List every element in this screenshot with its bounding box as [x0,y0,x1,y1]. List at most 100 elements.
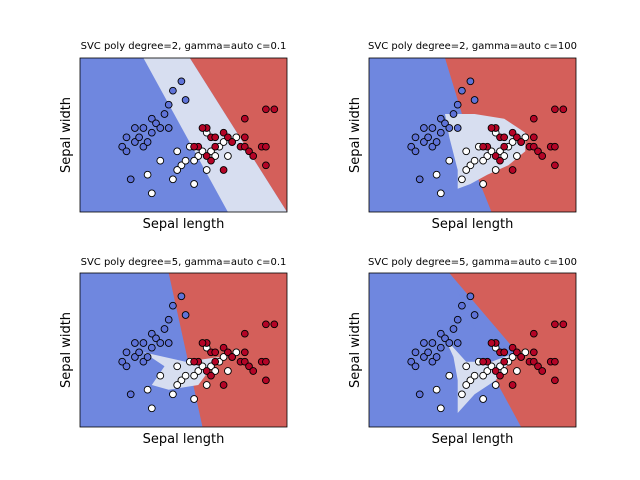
data-point-class2 [245,362,253,371]
data-point-class2 [262,105,270,114]
data-point-class0 [139,339,148,347]
data-point-class2 [487,339,496,347]
data-point-class2 [198,124,207,132]
data-point-class2 [551,376,559,385]
data-point-class1 [173,381,182,389]
data-point-class0 [131,353,139,361]
data-point-class0 [126,390,135,399]
data-point-class1 [479,156,487,165]
data-point-class1 [147,404,156,413]
data-point-class0 [147,128,156,137]
data-point-class0 [415,390,424,399]
subplot-4-xlabel: Sepal length [432,432,514,447]
data-point-class0 [407,357,416,366]
data-point-class1 [194,152,203,160]
data-point-class2 [228,353,236,361]
data-point-class2 [479,142,487,151]
data-point-class2 [487,124,496,132]
data-point-class1 [173,362,182,371]
data-point-class2 [228,138,236,146]
data-point-class1 [483,367,492,375]
data-point-class0 [135,348,143,357]
data-point-class1 [202,166,211,174]
data-point-class0 [139,124,148,132]
data-point-class1 [491,381,500,389]
data-point-class0 [164,124,173,132]
data-point-class1 [211,152,220,160]
data-point-class2 [219,166,228,174]
subplot-2: SVC poly degree=2, gamma=auto c=100 Sepa… [348,41,577,232]
data-point-class0 [453,124,462,132]
data-point-class0 [164,100,173,109]
data-point-class1 [224,367,232,375]
data-point-class0 [177,77,186,86]
data-point-class2 [551,320,559,329]
data-point-class2 [211,348,220,357]
data-point-class1 [181,371,190,380]
data-point-class1 [169,390,177,399]
data-point-class1 [462,147,471,156]
data-point-class0 [428,124,437,132]
subplot-1-frame [79,57,288,213]
data-point-class1 [462,362,471,371]
data-point-class2 [491,152,500,160]
data-point-class1 [513,367,521,375]
data-point-class0 [415,175,424,184]
decision-region-class2 [189,58,287,212]
data-point-class2 [270,320,279,329]
subplot-1-ylabel: Sepal width [59,97,74,173]
data-point-class0 [424,348,432,357]
data-point-class1 [445,156,454,165]
data-point-class1 [143,385,152,394]
data-point-class1 [445,371,454,380]
data-point-class0 [139,142,148,151]
subplot-1-plot-area [80,58,287,212]
subplot-2-plot-area [369,58,576,212]
data-point-class0 [152,119,160,128]
data-point-class0 [118,142,127,151]
data-point-class1 [232,348,241,357]
subplot-4-plot-area [369,273,576,427]
data-point-class1 [147,189,156,198]
data-point-class2 [479,357,487,366]
data-point-class1 [470,156,479,165]
data-point-class2 [190,142,198,151]
data-point-class0 [436,343,445,352]
data-point-class2 [500,142,509,151]
subplot-4-title: SVC poly degree=5, gamma=auto c=100 [368,257,577,268]
data-point-class0 [428,142,437,151]
data-point-class0 [445,339,454,347]
data-point-class0 [122,147,131,156]
data-point-class2 [240,114,249,123]
data-point-class0 [428,357,437,366]
data-point-class2 [508,381,517,389]
data-point-class0 [453,339,462,347]
data-point-class0 [152,334,160,343]
data-point-class1 [143,170,152,179]
data-point-class1 [432,170,441,179]
subplot-3-plot-area [80,273,287,427]
subplot-3-title: SVC poly degree=5, gamma=auto c=0.1 [81,257,287,268]
data-point-class2 [529,133,538,142]
data-point-class0 [470,311,479,319]
data-point-class2 [508,128,517,137]
data-point-class0 [466,77,475,86]
data-point-class0 [428,339,437,347]
data-point-class2 [262,142,270,151]
data-point-class0 [131,138,139,146]
subplot-4-ylabel: Sepal width [348,312,363,388]
data-point-class0 [458,86,466,95]
data-point-class0 [411,133,420,142]
data-point-class1 [500,367,509,375]
data-point-class1 [458,390,466,399]
data-point-class2 [534,147,542,156]
data-point-class0 [122,348,131,357]
data-point-class0 [432,138,441,146]
data-point-class1 [479,395,487,403]
data-point-class1 [479,371,487,380]
data-point-class1 [513,152,521,160]
data-point-class0 [156,339,165,347]
data-point-class0 [420,124,428,132]
data-point-class0 [470,96,479,104]
subplot-3-ylabel: Sepal width [59,312,74,388]
